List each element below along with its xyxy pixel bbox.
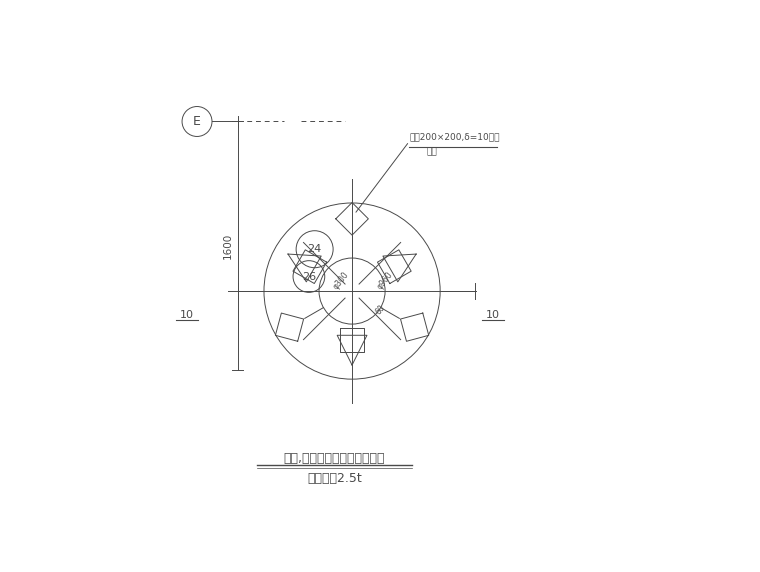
Text: 10: 10 xyxy=(486,310,500,320)
Text: 10: 10 xyxy=(180,310,194,320)
Text: φ960: φ960 xyxy=(375,269,394,291)
Text: 运行荷重2.5t: 运行荷重2.5t xyxy=(307,472,362,484)
Text: E: E xyxy=(193,115,201,128)
Text: 26: 26 xyxy=(302,272,316,281)
Text: 三块: 三块 xyxy=(427,148,438,157)
Text: 24: 24 xyxy=(308,244,321,254)
Text: φ300: φ300 xyxy=(331,269,350,291)
Text: 预埋200×200,δ=10钉板: 预埋200×200,δ=10钉板 xyxy=(410,132,500,141)
Text: 60: 60 xyxy=(374,303,388,316)
Text: 1600: 1600 xyxy=(223,233,233,259)
Text: 明床,混床碴计量筒基础平面图: 明床,混床碴计量筒基础平面图 xyxy=(283,452,385,465)
